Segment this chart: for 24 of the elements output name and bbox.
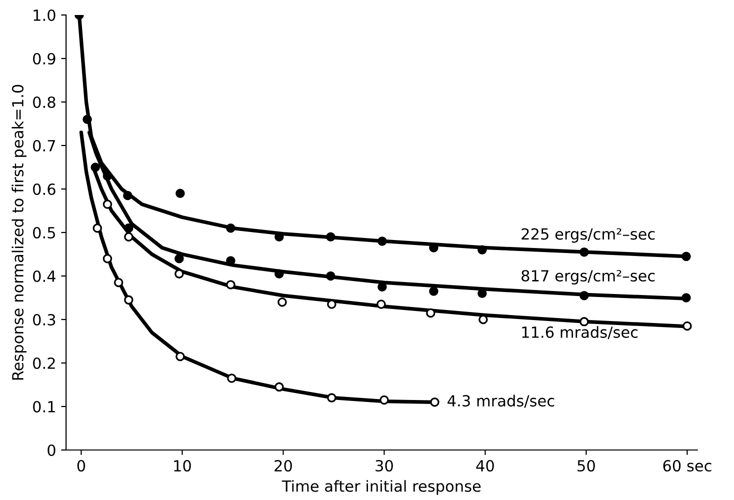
series-label: 11.6 mrads/sec — [522, 326, 638, 340]
y-tick-label: 0.3 — [33, 314, 56, 326]
x-tick-label: 50 — [578, 460, 595, 472]
series-label: 4.3 mrads/sec — [448, 394, 554, 408]
x-tick-label: 40 — [476, 460, 494, 472]
x-tick-label: 20 — [274, 460, 292, 472]
y-axis-title: Response normalized to first peak=1.0 — [12, 84, 26, 380]
x-tick-label: 10 — [174, 460, 191, 472]
y-tick-label: 0.9 — [33, 52, 56, 65]
y-tick-label: 0.2 — [33, 357, 55, 370]
series-label: 225 ergs/cm²–sec — [522, 228, 655, 243]
y-tick-label: 0.6 — [33, 183, 56, 196]
x-axis-title: Time after initial response — [282, 480, 481, 495]
y-tick-label: 0.8 — [33, 96, 56, 108]
series-label: 817 ergs/cm²–sec — [522, 270, 655, 285]
x-tick-label: 0 — [77, 460, 86, 472]
y-tick-label: 0.5 — [33, 226, 56, 239]
y-tick-label: 0.1 — [33, 400, 55, 413]
y-tick-label: 0.4 — [33, 270, 56, 282]
y-tick-label: 0.7 — [33, 140, 56, 152]
y-tick-label: 1.0 — [34, 9, 56, 22]
x-tick-label: 60 sec — [663, 460, 712, 472]
x-tick-label: 30 — [376, 460, 393, 472]
y-tick-label: 0 — [48, 444, 56, 456]
